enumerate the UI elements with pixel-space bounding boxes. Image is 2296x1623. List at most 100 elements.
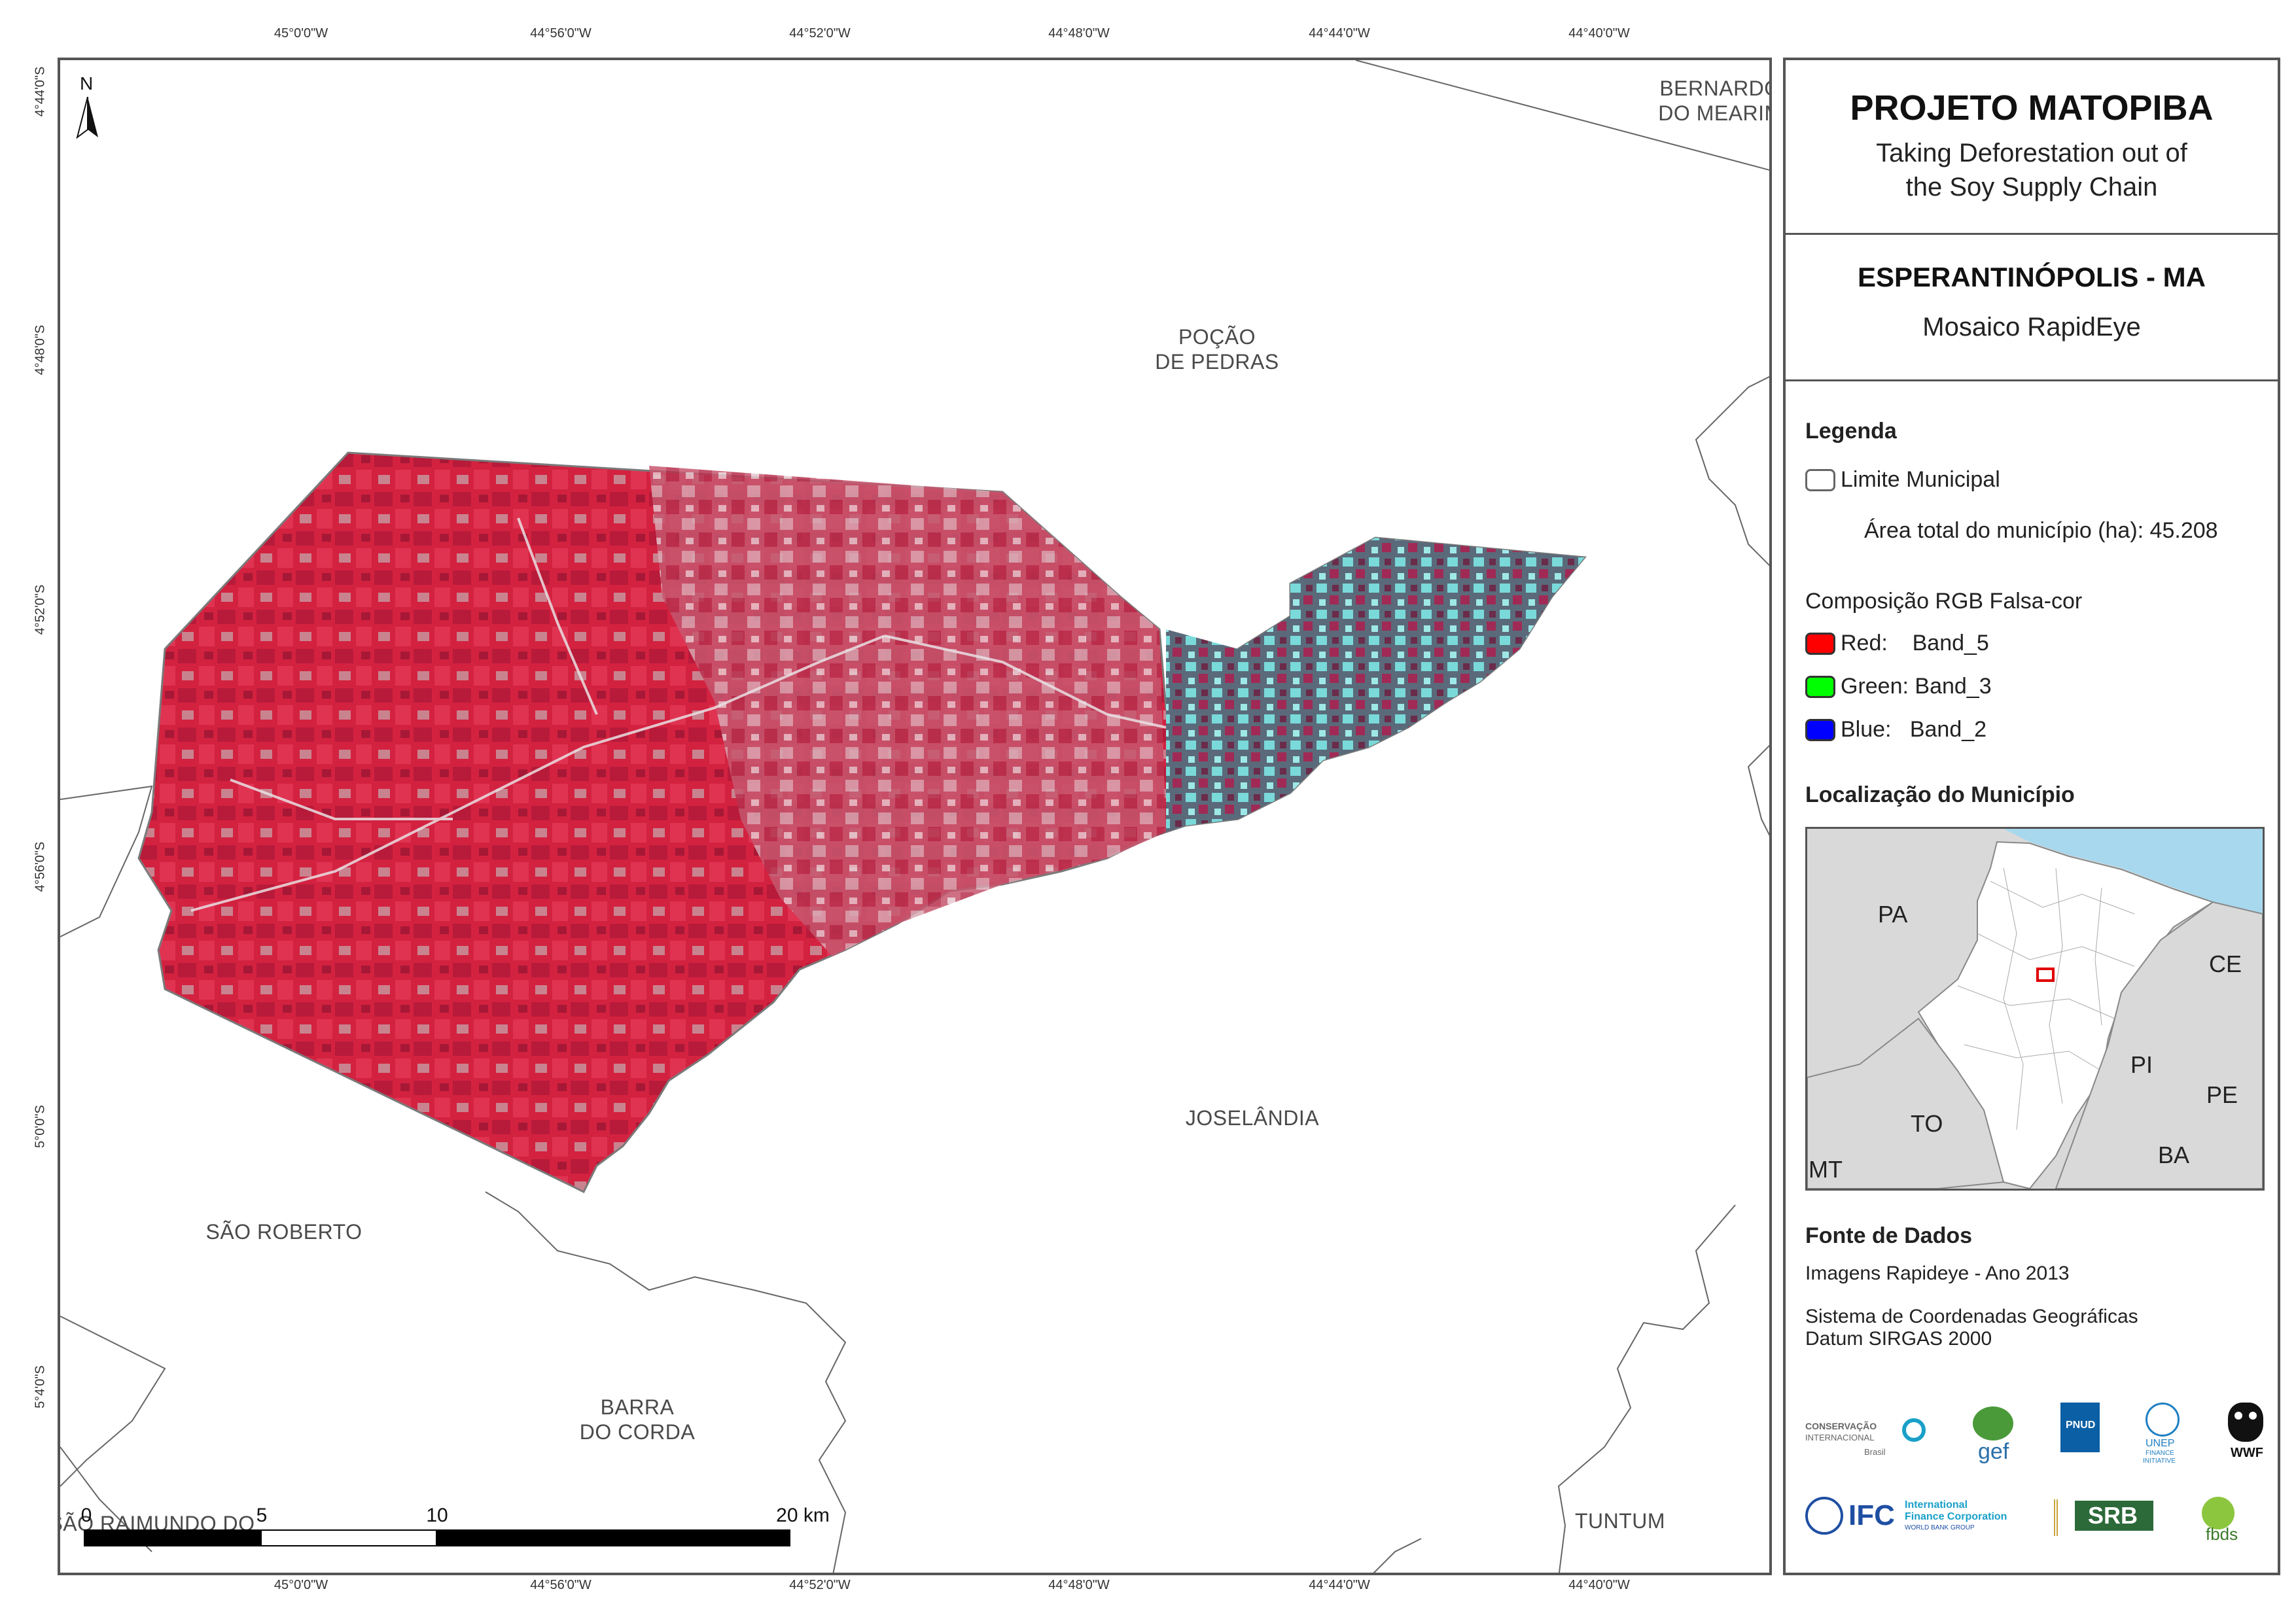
place-barra: BARRA bbox=[600, 1395, 675, 1419]
composition-label: Composição RGB Falsa-cor bbox=[1805, 589, 2083, 614]
lon-label-top: 44°56'0"W bbox=[530, 26, 592, 41]
municipal-boundaries bbox=[60, 60, 1769, 1573]
inset-label-pa: PA bbox=[1878, 901, 1908, 928]
source-datum: Datum SIRGAS 2000 bbox=[1805, 1328, 1992, 1350]
legend-limite: Limite Municipal bbox=[1805, 467, 2000, 493]
scale-label-5: 5 bbox=[256, 1505, 268, 1526]
north-label: N bbox=[80, 73, 94, 94]
legend-title: Legenda bbox=[1805, 419, 1897, 444]
ci-ring-icon bbox=[1902, 1418, 1926, 1442]
project-title: PROJETO MATOPIBA bbox=[1850, 88, 2214, 128]
inset-label-pi: PI bbox=[2130, 1051, 2153, 1078]
info-panel: PROJETO MATOPIBA Taking Deforestation ou… bbox=[1783, 58, 2280, 1575]
map-canvas bbox=[60, 60, 1769, 1573]
lat-label-left: 4°52'0"S bbox=[33, 584, 48, 635]
legend-green-label: Green: Band_3 bbox=[1841, 674, 1992, 699]
map-frame[interactable]: N BERNARDO DO MEARIM POÇÃO DE PEDRAS JOS… bbox=[58, 58, 1772, 1575]
place-pocao: POÇÃO bbox=[1178, 325, 1256, 349]
north-arrow-icon bbox=[76, 97, 98, 139]
legend-red-label: Red: Band_5 bbox=[1841, 631, 1989, 655]
lon-label-top: 45°0'0"W bbox=[274, 26, 328, 41]
place-tuntum: TUNTUM bbox=[1574, 1509, 1666, 1533]
panda-icon bbox=[2228, 1403, 2263, 1442]
unep-globe-icon bbox=[2146, 1403, 2180, 1437]
lat-label-left: 5°0'0"S bbox=[33, 1105, 48, 1148]
mosaic-label: Mosaico RapidEye bbox=[1922, 313, 2141, 341]
place-barra-2: DO CORDA bbox=[579, 1420, 696, 1444]
gef-globe-icon bbox=[1973, 1406, 2013, 1440]
lon-label-top: 44°48'0"W bbox=[1048, 26, 1110, 41]
inset-municipal-lines bbox=[1957, 867, 2135, 1130]
roads bbox=[190, 517, 1167, 912]
area-total: Área total do município (ha): 45.208 bbox=[1864, 518, 2218, 544]
logo-wwf: WWF bbox=[2223, 1403, 2269, 1468]
place-joselandia: JOSELÂNDIA bbox=[1185, 1106, 1320, 1130]
lon-label-bottom: 44°52'0"W bbox=[789, 1578, 851, 1592]
municipality-title: ESPERANTINÓPOLIS - MA bbox=[1857, 262, 2206, 292]
scale-label-20km: 20 km bbox=[776, 1505, 830, 1526]
inset-label-to: TO bbox=[1911, 1110, 1943, 1137]
logo-fbds: fbds bbox=[2197, 1497, 2249, 1549]
wheat-icon bbox=[2054, 1499, 2075, 1536]
logo-unep: UNEP FINANCE INITIATIVE bbox=[2139, 1403, 2198, 1468]
place-pocao-2: DE PEDRAS bbox=[1155, 350, 1279, 374]
ocean bbox=[2004, 829, 2263, 914]
place-bernardo-2: DO MEARIM bbox=[1658, 101, 1772, 125]
scale-label-10: 10 bbox=[426, 1505, 448, 1526]
lon-label-top: 44°40'0"W bbox=[1568, 26, 1630, 41]
project-subtitle-2: the Soy Supply Chain bbox=[1905, 173, 2158, 201]
logo-gef: gef bbox=[1969, 1406, 2021, 1465]
source-images: Imagens Rapideye - Ano 2013 bbox=[1805, 1263, 2070, 1284]
project-subtitle-1: Taking Deforestation out of bbox=[1876, 139, 2187, 167]
legend-limite-label: Limite Municipal bbox=[1841, 467, 2000, 492]
maranhao-state bbox=[1917, 841, 2215, 1189]
lat-label-left: 4°56'0"S bbox=[33, 841, 48, 892]
legend-red: Red: Band_5 bbox=[1805, 631, 1989, 656]
place-bernardo: BERNARDO bbox=[1659, 77, 1772, 100]
separator bbox=[1786, 379, 2278, 381]
logo-srb: SRB bbox=[2054, 1499, 2159, 1541]
lat-label-left: 4°44'0"S bbox=[33, 66, 48, 117]
green-swatch bbox=[1805, 675, 1835, 698]
pnud-box-icon bbox=[2060, 1403, 2100, 1452]
inset-label-pe: PE bbox=[2206, 1081, 2238, 1108]
fbds-icon bbox=[2202, 1497, 2234, 1529]
cerrado-zone bbox=[1166, 538, 1585, 832]
ifc-globe-icon bbox=[1805, 1497, 1843, 1535]
north-arrow: N bbox=[75, 73, 101, 145]
lon-label-top: 44°44'0"W bbox=[1309, 26, 1370, 41]
lat-label-left: 5°4'0"S bbox=[33, 1365, 48, 1408]
lon-label-bottom: 44°56'0"W bbox=[530, 1578, 592, 1592]
inset-map-canvas bbox=[1807, 829, 2263, 1189]
inset-map[interactable]: PA CE PI PE TO BA MT bbox=[1805, 827, 2265, 1191]
area-total-label: Área total do município (ha): 45.208 bbox=[1864, 518, 2218, 543]
tocantins bbox=[1807, 1017, 2005, 1189]
source-coords: Sistema de Coordenadas Geográficas bbox=[1805, 1306, 2138, 1327]
logo-pnud: PNUD bbox=[2060, 1403, 2104, 1465]
inset-label-mt: MT bbox=[1809, 1156, 1843, 1183]
location-title: Localização do Município bbox=[1805, 782, 2075, 807]
scale-label-0: 0 bbox=[80, 1505, 92, 1526]
location-highlight bbox=[2036, 968, 2055, 982]
inset-label-ba: BA bbox=[2158, 1142, 2190, 1168]
piaui bbox=[2055, 901, 2263, 1189]
scale-bar bbox=[84, 1529, 790, 1546]
lon-label-bottom: 44°48'0"W bbox=[1048, 1578, 1110, 1592]
lat-label-left: 4°48'0"S bbox=[33, 324, 48, 375]
lon-label-bottom: 44°40'0"W bbox=[1568, 1578, 1630, 1592]
separator bbox=[1786, 233, 2278, 235]
pasture-zone bbox=[649, 466, 1166, 956]
place-sao-roberto: SÃO ROBERTO bbox=[205, 1220, 362, 1244]
legend-green: Green: Band_3 bbox=[1805, 674, 1992, 699]
logo-conservacao: CONSERVAÇÃO INTERNACIONAL Brasil bbox=[1805, 1414, 1930, 1467]
inset-label-ce: CE bbox=[2209, 951, 2242, 977]
legend-blue: Blue: Band_2 bbox=[1805, 717, 1987, 742]
lon-label-top: 44°52'0"W bbox=[789, 26, 851, 41]
composition-title: Composição RGB Falsa-cor bbox=[1805, 589, 2082, 614]
limit-swatch bbox=[1805, 468, 1835, 491]
red-swatch bbox=[1805, 632, 1835, 655]
lon-label-bottom: 45°0'0"W bbox=[274, 1578, 328, 1592]
sources-title: Fonte de Dados bbox=[1805, 1223, 1973, 1248]
legend-blue-label: Blue: Band_2 bbox=[1841, 717, 1987, 742]
lon-label-bottom: 44°44'0"W bbox=[1309, 1578, 1370, 1592]
